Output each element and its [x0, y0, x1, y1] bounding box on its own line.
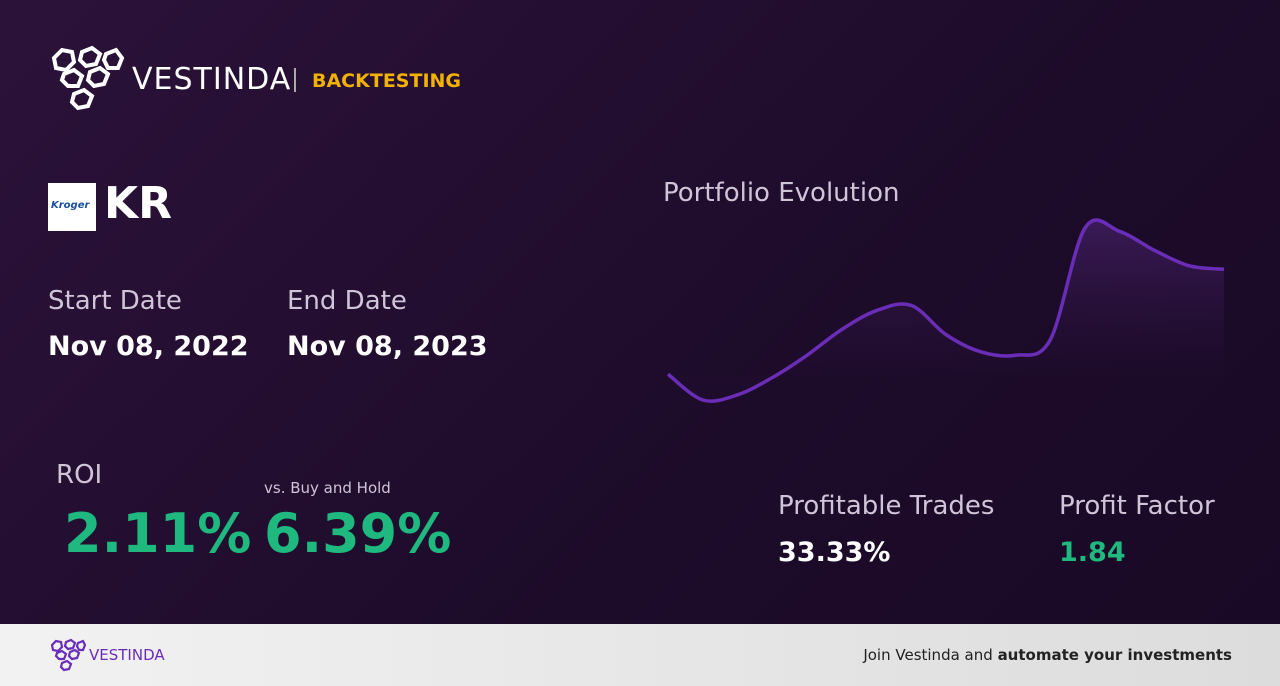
logo-text: Kroger [51, 200, 90, 211]
chart-title: Portfolio Evolution [663, 178, 900, 208]
bh-value: 6.39% [264, 502, 452, 565]
line [666, 218, 1225, 403]
footer-cta: Join Vestinda and automate your investme… [863, 646, 1232, 664]
divider [294, 68, 296, 92]
footer: VESTINDA Join Vestinda and automate your… [0, 624, 1280, 686]
ticker: KR [104, 178, 172, 229]
cta-bold: automate your investments [997, 646, 1232, 664]
footer-logo-icon [50, 638, 86, 672]
roi-label: ROI [56, 460, 103, 490]
pf-label: Profit Factor [1059, 491, 1215, 521]
end-value: Nov 08, 2023 [287, 331, 488, 362]
end-label: End Date [287, 286, 407, 316]
footer-brand: VESTINDA [89, 646, 165, 664]
section-label: BACKTESTING [312, 70, 462, 92]
logo-icon [51, 45, 125, 111]
trades-value: 33.33% [778, 537, 891, 568]
area [668, 220, 1224, 402]
cta-plain: Join Vestinda and [863, 646, 993, 664]
roi-value: 2.11% [64, 502, 252, 565]
ticker-logo: Kroger [48, 183, 96, 231]
chart [666, 218, 1225, 403]
brand: VESTINDA [132, 62, 292, 97]
bh-label: vs. Buy and Hold [264, 479, 391, 497]
pf-value: 1.84 [1059, 537, 1126, 568]
trades-label: Profitable Trades [778, 491, 995, 521]
start-label: Start Date [48, 286, 182, 316]
start-value: Nov 08, 2022 [48, 331, 249, 362]
